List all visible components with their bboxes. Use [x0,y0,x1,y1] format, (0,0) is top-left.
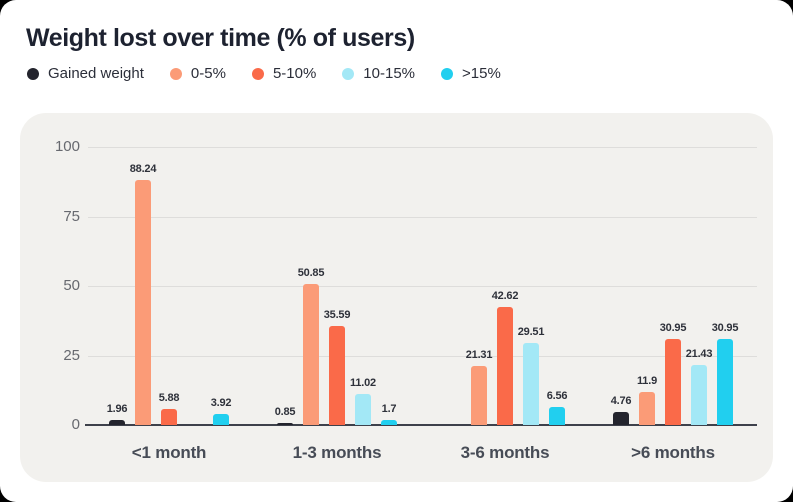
bar-slot: 0.85 [274,147,296,425]
legend-item[interactable]: 10-15% [342,65,415,82]
y-tick-label: 75 [63,207,80,225]
legend-item[interactable]: 5-10% [251,65,317,82]
legend-label: 0-5% [190,65,226,82]
bar-group: 0.85 50.85 35.59 11.02 1.7 [253,147,421,425]
legend-dot-icon [441,67,453,80]
bar-group: 1.96 88.24 5.88 3.92 [85,147,253,425]
legend-dot-icon [169,67,182,80]
bar-value-label: 1.96 [106,402,128,415]
gridline [88,216,757,218]
bar-value-label: 21.31 [465,348,493,361]
chart-panel: 100 75 50 25 0 1.96 88.24 5.88 3.92 0.85 50.85 35.… [20,113,773,482]
gridline [88,355,757,357]
bar-slot: 4.76 [610,147,632,425]
bar[interactable] [213,414,229,425]
bar-slot: 5.88 [158,147,180,425]
legend-dot-icon [27,67,39,80]
bar[interactable] [523,342,539,425]
bar-value-label: 5.88 [158,391,180,404]
bar-slot: 42.62 [492,147,518,425]
bar-row: 1.96 88.24 5.88 3.92 [106,147,232,425]
bar-value-label: 4.76 [610,394,632,407]
bar-slot: 21.43 [686,147,712,425]
bar-value-label: 30.95 [711,321,739,334]
bar[interactable] [277,422,293,425]
category-label: <1 month [131,443,207,462]
bar-slot: 11.02 [350,147,376,425]
bar[interactable] [471,365,487,425]
bar-slot: 1.7 [381,147,397,425]
bar-group: 21.31 42.62 29.51 6.56 [421,147,589,425]
legend-label: 5-10% [272,65,317,82]
x-axis: <1 month 1-3 months 3-6 months >6 months [85,443,757,463]
bar-value-label: 6.56 [546,389,568,402]
gridline [88,147,757,148]
bar-value-label: 11.9 [636,374,658,387]
bar-row: 0.85 50.85 35.59 11.02 1.7 [274,147,397,425]
category-label: 3-6 months [460,443,550,462]
bar[interactable] [639,391,655,425]
legend-item[interactable]: >15% [441,65,501,82]
legend-label: 10-15% [363,65,415,82]
y-tick-label: 100 [54,138,80,155]
bar[interactable] [303,283,319,425]
y-tick-label: 0 [71,416,80,433]
bar[interactable] [135,179,151,425]
bar-slot: 11.9 [636,147,658,425]
bar-value-label: 11.02 [350,377,376,390]
x-axis-line [85,424,757,426]
bar-slot: 6.56 [546,147,568,425]
bar[interactable] [691,365,707,425]
legend-item[interactable]: Gained weight [27,65,144,82]
category-label: >6 months [631,443,715,462]
bar[interactable] [109,419,125,425]
category-label: 1-3 months [292,443,382,462]
bar[interactable] [329,326,345,425]
bar[interactable] [665,338,681,425]
legend-label: >15% [462,65,501,82]
legend-dot-icon [342,67,355,80]
legend-item[interactable]: 0-5% [169,65,226,82]
bar-value-label: 21.43 [685,348,713,361]
gridline [88,286,757,287]
bar-slot: 88.24 [130,147,156,425]
legend-dot-icon [251,67,264,80]
bar-value-label: 88.24 [129,162,157,175]
bar-slot [187,147,203,425]
chart-title: Weight lost over time (% of users) [26,24,415,52]
bar-value-label: 35.59 [323,309,351,322]
bars-area: 1.96 88.24 5.88 3.92 0.85 50.85 35.59 11.02 1.7 2… [85,147,757,425]
bar-value-label: 50.85 [297,266,325,279]
y-tick-label: 25 [63,346,80,364]
bar-slot: 1.96 [106,147,128,425]
bar-row: 21.31 42.62 29.51 6.56 [445,147,568,425]
legend-label: Gained weight [48,65,144,82]
bar[interactable] [613,411,629,425]
bar[interactable] [497,306,513,425]
bar[interactable] [381,420,397,425]
bar[interactable] [355,394,371,425]
bar-slot: 35.59 [324,147,350,425]
bar-group: 4.76 11.9 30.95 21.43 30.95 [589,147,757,425]
bar-slot: 30.95 [660,147,686,425]
bar-value-label: 0.85 [274,405,296,418]
bar-value-label: 30.95 [659,321,687,334]
bar[interactable] [717,338,733,425]
bar-slot: 50.85 [298,147,324,425]
legend: Gained weight 0-5% 5-10% 10-15% >15% [27,65,501,82]
bar-slot: 30.95 [712,147,738,425]
bar-row: 4.76 11.9 30.95 21.43 30.95 [610,147,738,425]
bar-slot: 3.92 [210,147,232,425]
bar-slot [445,147,461,425]
bar-value-label: 3.92 [210,397,232,410]
y-tick-label: 50 [63,277,80,294]
bar-value-label: 1.7 [381,403,397,416]
bar-slot: 21.31 [466,147,492,425]
bar[interactable] [161,408,177,425]
bar-value-label: 42.62 [491,289,519,302]
bar[interactable] [549,406,565,425]
bar-value-label: 29.51 [517,325,545,338]
bar-slot: 29.51 [518,147,544,425]
